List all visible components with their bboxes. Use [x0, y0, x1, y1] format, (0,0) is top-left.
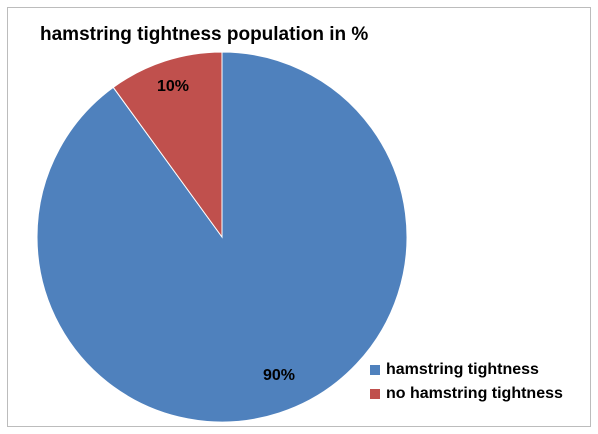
data-label-no-hamstring-tightness: 10% — [157, 78, 189, 95]
legend-swatch-hamstring-tightness — [370, 365, 380, 375]
legend-label-no-hamstring-tightness: no hamstring tightness — [386, 385, 563, 402]
legend-item-no-hamstring-tightness: no hamstring tightness — [370, 382, 563, 406]
legend-label-hamstring-tightness: hamstring tightness — [386, 361, 539, 378]
data-label-hamstring-tightness: 90% — [263, 367, 295, 384]
legend-item-hamstring-tightness: hamstring tightness — [370, 358, 563, 382]
pie-slice-no-hamstring-tightness — [112, 51, 223, 239]
chart-title: hamstring tightness population in % — [40, 24, 369, 45]
legend: hamstring tightness no hamstring tightne… — [370, 358, 563, 406]
legend-swatch-no-hamstring-tightness — [370, 389, 380, 399]
